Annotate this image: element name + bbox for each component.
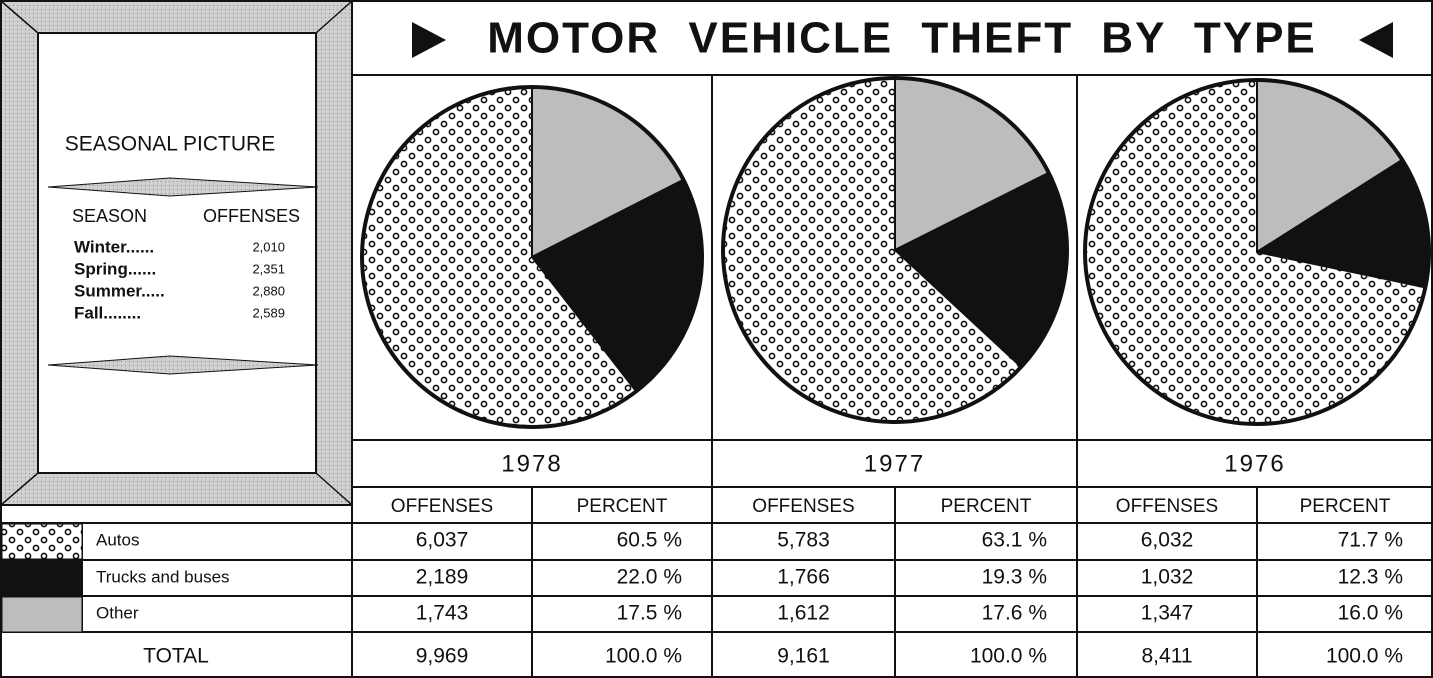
offenses-cell: 1,347	[1141, 602, 1194, 625]
offenses-cell: 2,189	[416, 566, 469, 589]
frame-corner	[0, 472, 39, 506]
percent-cell: 60.5 %	[617, 529, 682, 552]
seasonal-header: SEASON	[72, 206, 147, 226]
percent-cell: 63.1 %	[982, 529, 1047, 552]
percent-cell: 16.0 %	[1338, 602, 1403, 625]
percent-cell: 17.6 %	[982, 602, 1047, 625]
panel-inner	[37, 32, 317, 474]
percent-cell: 17.5 %	[617, 602, 682, 625]
season-name: Summer.....	[74, 281, 165, 300]
season-name: Winter......	[74, 237, 154, 256]
category-label: Other	[96, 603, 139, 622]
chart-title: MOTOR VEHICLE THEFT BY TYPE	[487, 14, 1317, 63]
frame-corner	[315, 0, 353, 34]
total-percent: 100.0 %	[970, 645, 1047, 668]
year-label: 1977	[864, 450, 925, 477]
frame-corner	[315, 472, 353, 506]
legend-swatch	[1, 560, 83, 597]
total-label: TOTAL	[143, 645, 209, 668]
pie-outline	[1083, 78, 1431, 426]
offenses-cell: 1,766	[777, 566, 830, 589]
column-header: PERCENT	[941, 496, 1032, 517]
column-header: PERCENT	[1300, 496, 1391, 517]
season-name: Fall........	[74, 303, 141, 322]
pie-outline	[360, 85, 704, 429]
legend-swatch	[1, 596, 83, 633]
offenses-cell: 6,037	[416, 529, 469, 552]
category-label: Trucks and buses	[96, 567, 230, 586]
title-arrow	[1359, 22, 1393, 58]
percent-cell: 22.0 %	[617, 566, 682, 589]
column-header: OFFENSES	[1116, 496, 1218, 517]
total-offenses: 9,161	[777, 645, 830, 668]
offenses-cell: 1,032	[1141, 566, 1194, 589]
frame-corner	[0, 0, 39, 34]
year-label: 1976	[1224, 450, 1285, 477]
season-offenses: 2,351	[252, 261, 285, 276]
total-offenses: 8,411	[1142, 645, 1193, 668]
season-offenses: 2,010	[252, 239, 285, 254]
column-header: OFFENSES	[752, 496, 854, 517]
seasonal-title: SEASONAL PICTURE	[65, 133, 275, 156]
season-offenses: 2,589	[252, 305, 285, 320]
category-label: Autos	[96, 530, 139, 549]
percent-cell: 12.3 %	[1338, 566, 1403, 589]
total-percent: 100.0 %	[605, 645, 682, 668]
year-label: 1978	[501, 450, 562, 477]
offenses-cell: 1,612	[777, 602, 830, 625]
total-offenses: 9,969	[416, 645, 469, 668]
pie-outline	[721, 76, 1069, 424]
diamond-divider	[47, 177, 319, 197]
column-header: OFFENSES	[391, 496, 493, 517]
offenses-cell: 6,032	[1141, 529, 1194, 552]
total-percent: 100.0 %	[1326, 645, 1403, 668]
diamond-divider	[47, 355, 319, 375]
column-header: PERCENT	[577, 496, 668, 517]
title-arrow	[412, 22, 446, 58]
season-offenses: 2,880	[252, 283, 285, 298]
percent-cell: 19.3 %	[982, 566, 1047, 589]
offenses-cell: 1,743	[416, 602, 469, 625]
legend-swatch	[1, 523, 83, 560]
percent-cell: 71.7 %	[1338, 529, 1403, 552]
seasonal-header: OFFENSES	[203, 206, 300, 226]
offenses-cell: 5,783	[777, 529, 830, 552]
season-name: Spring......	[74, 259, 156, 278]
